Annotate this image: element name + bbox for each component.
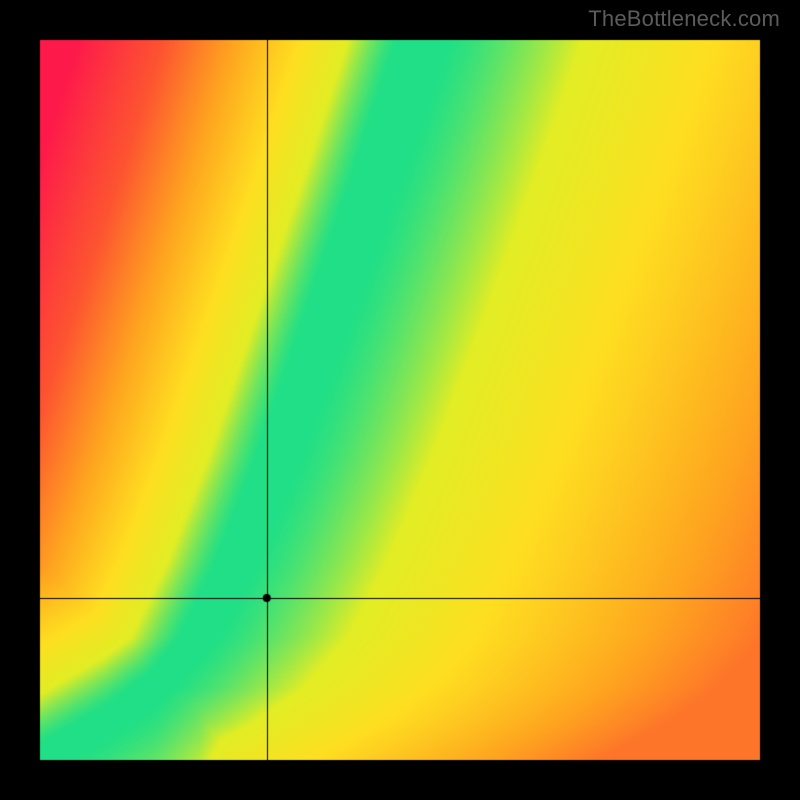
chart-container: TheBottleneck.com <box>0 0 800 800</box>
bottleneck-heatmap <box>0 0 800 800</box>
watermark-text: TheBottleneck.com <box>588 6 780 32</box>
